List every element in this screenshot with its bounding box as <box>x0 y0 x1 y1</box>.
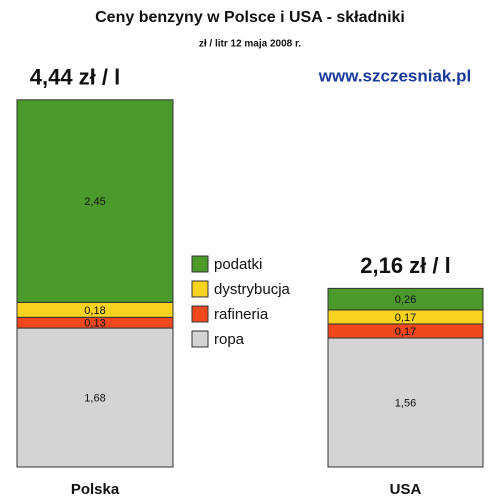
data-label: 0,13 <box>84 318 105 330</box>
data-label: 1,56 <box>395 397 416 409</box>
chart-title: Ceny benzyny w Polsce i USA - składniki <box>95 9 405 26</box>
bar-segment <box>16 99 174 303</box>
x-tick-label: Polska <box>71 481 120 498</box>
legend-label: ropa <box>214 331 245 348</box>
x-tick-label: USA <box>390 481 422 498</box>
data-label: 0,26 <box>395 294 416 306</box>
chart-subtitle: zł / litr 12 maja 2008 r. <box>199 39 302 50</box>
total-label: 4,44 zł / l <box>30 65 121 90</box>
legend-label: rafineria <box>214 306 269 323</box>
source: www.szczesniak.pl <box>318 66 471 85</box>
data-label: 1,68 <box>84 392 105 404</box>
legend-swatch <box>191 255 209 273</box>
data-label: 0,17 <box>395 312 416 324</box>
bar-segment <box>327 337 484 468</box>
legend-label: podatki <box>214 256 262 273</box>
total-label: 2,16 zł / l <box>360 253 451 278</box>
legend-swatch <box>191 280 209 298</box>
data-label: 0,17 <box>395 326 416 338</box>
legend-label: dystrybucja <box>214 281 291 298</box>
data-label: 0,18 <box>84 305 105 317</box>
legend-swatch <box>191 330 209 348</box>
legend-swatch <box>191 305 209 323</box>
bar-segment <box>16 327 174 468</box>
bar-segment <box>327 287 484 311</box>
data-label: 2,45 <box>84 196 105 208</box>
